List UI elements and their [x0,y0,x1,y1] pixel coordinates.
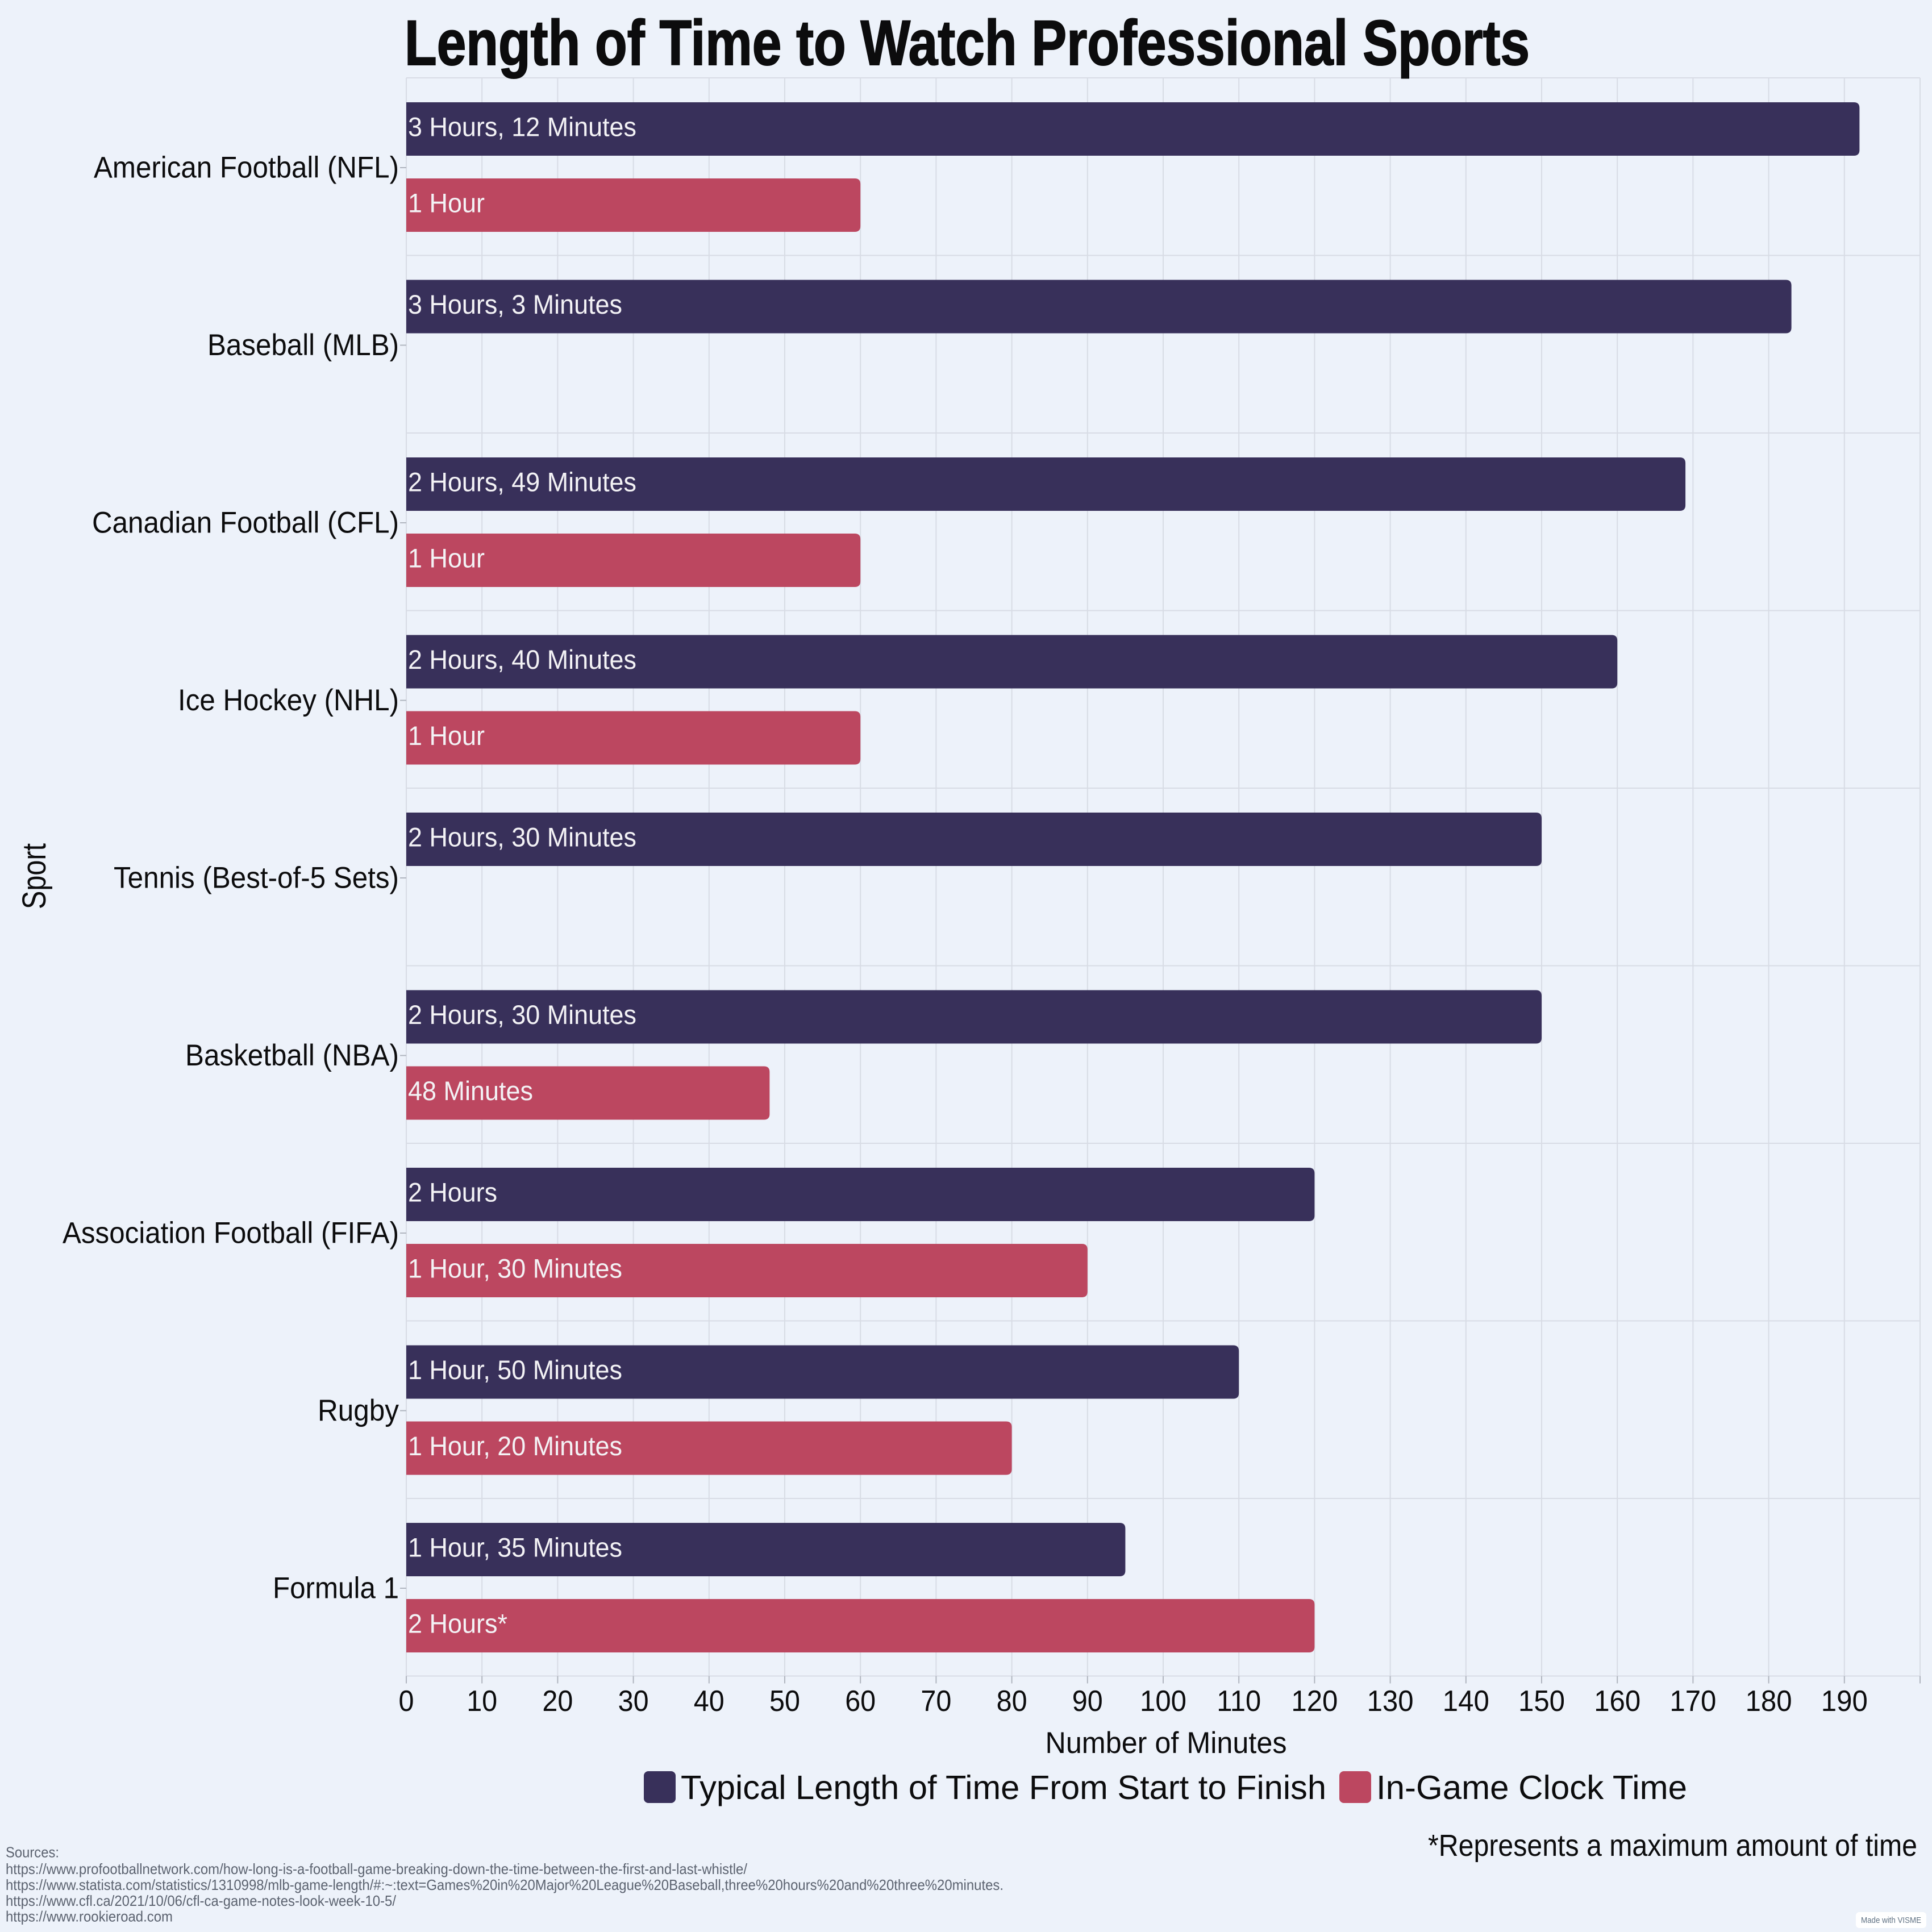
svg-text:Baseball (MLB): Baseball (MLB) [207,328,399,362]
svg-text:Basketball (NBA): Basketball (NBA) [185,1039,399,1072]
svg-text:Ice Hockey (NHL): Ice Hockey (NHL) [178,684,399,717]
svg-text:1 Hour, 35 Minutes: 1 Hour, 35 Minutes [408,1533,622,1563]
svg-text:30: 30 [618,1685,649,1718]
svg-text:Length of Time to Watch Profes: Length of Time to Watch Professional Spo… [405,7,1530,78]
svg-text:80: 80 [997,1685,1027,1718]
svg-text:150: 150 [1518,1685,1565,1718]
svg-text:170: 170 [1669,1685,1716,1718]
svg-text:Sport: Sport [16,843,53,909]
svg-text:70: 70 [921,1685,951,1718]
svg-text:American Football (NFL): American Football (NFL) [94,151,399,184]
svg-text:1 Hour: 1 Hour [408,544,485,574]
svg-text:3 Hours, 12 Minutes: 3 Hours, 12 Minutes [408,113,636,143]
svg-text:120: 120 [1291,1685,1338,1718]
svg-text:90: 90 [1072,1685,1103,1718]
svg-text:2 Hours, 40 Minutes: 2 Hours, 40 Minutes [408,645,636,675]
svg-text:1 Hour: 1 Hour [408,721,485,751]
svg-text:110: 110 [1217,1685,1261,1718]
svg-text:190: 190 [1821,1685,1868,1718]
svg-text:Number of Minutes: Number of Minutes [1046,1726,1287,1760]
svg-text:https://www.profootballnetwork: https://www.profootballnetwork.com/how-l… [6,1860,748,1877]
svg-text:60: 60 [845,1685,876,1718]
svg-text:2 Hours, 30 Minutes: 2 Hours, 30 Minutes [408,823,636,853]
svg-text:https://www.rookieroad.com: https://www.rookieroad.com [6,1908,173,1925]
svg-text:2 Hours, 49 Minutes: 2 Hours, 49 Minutes [408,468,636,498]
svg-text:180: 180 [1746,1685,1792,1718]
svg-text:0: 0 [399,1685,414,1718]
svg-text:160: 160 [1594,1685,1640,1718]
svg-text:50: 50 [769,1685,800,1718]
svg-text:40: 40 [694,1685,724,1718]
svg-text:Made with VISME: Made with VISME [1861,1916,1921,1925]
svg-text:3 Hours, 3 Minutes: 3 Hours, 3 Minutes [408,290,622,320]
svg-text:*Represents a maximum amount o: *Represents a maximum amount of time [1428,1829,1917,1863]
svg-text:2 Hours: 2 Hours [408,1178,497,1208]
svg-text:https://www.cfl.ca/2021/10/06/: https://www.cfl.ca/2021/10/06/cfl-ca-gam… [6,1892,397,1909]
svg-text:Rugby: Rugby [318,1394,399,1427]
svg-text:10: 10 [467,1685,497,1718]
svg-text:100: 100 [1140,1685,1186,1718]
svg-text:1 Hour: 1 Hour [408,189,485,219]
svg-text:2 Hours, 30 Minutes: 2 Hours, 30 Minutes [408,1000,636,1030]
svg-text:2 Hours*: 2 Hours* [408,1609,507,1639]
svg-text:Canadian Football (CFL): Canadian Football (CFL) [92,506,399,539]
svg-text:Association Football (FIFA): Association Football (FIFA) [63,1216,399,1250]
svg-text:140: 140 [1443,1685,1489,1718]
svg-text:48 Minutes: 48 Minutes [408,1076,533,1106]
svg-text:20: 20 [542,1685,573,1718]
svg-text:1 Hour, 50 Minutes: 1 Hour, 50 Minutes [408,1355,622,1385]
svg-text:Typical Length of Time From St: Typical Length of Time From Start to Fin… [681,1769,1326,1806]
svg-text:Tennis (Best-of-5 Sets): Tennis (Best-of-5 Sets) [114,861,399,894]
svg-text:130: 130 [1367,1685,1414,1718]
svg-text:1 Hour, 30 Minutes: 1 Hour, 30 Minutes [408,1254,622,1284]
svg-text:https://www.statista.com/stati: https://www.statista.com/statistics/1310… [6,1876,1004,1893]
svg-text:In-Game Clock Time: In-Game Clock Time [1376,1769,1687,1806]
svg-text:Formula 1: Formula 1 [273,1571,399,1605]
svg-text:1 Hour, 20 Minutes: 1 Hour, 20 Minutes [408,1431,622,1462]
svg-text:Sources:: Sources: [6,1844,59,1861]
